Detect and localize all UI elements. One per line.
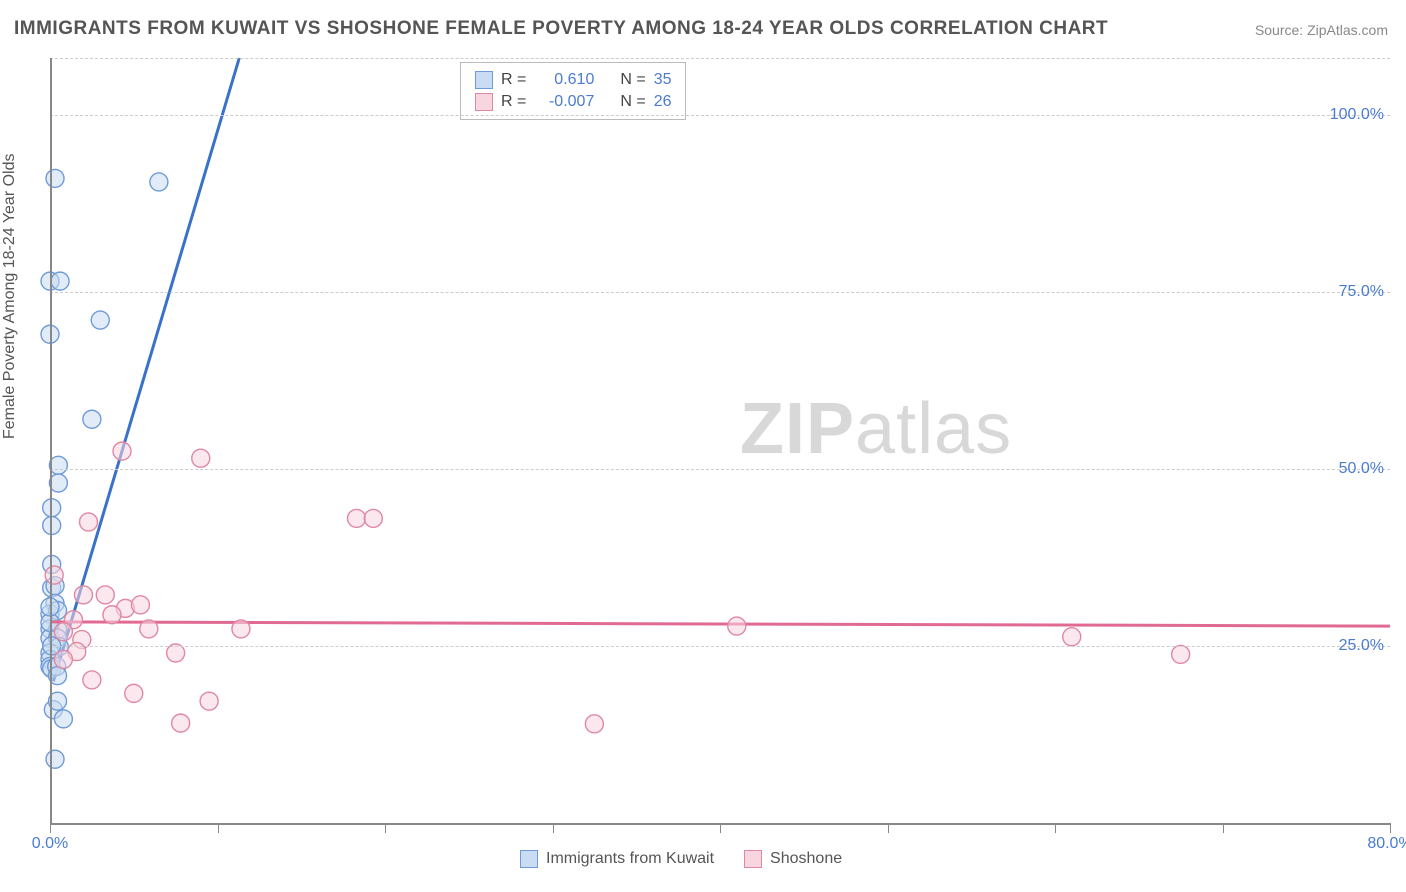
legend-swatch — [475, 71, 493, 89]
point-shoshone — [172, 714, 190, 732]
gridline — [50, 646, 1390, 647]
r-label: R = — [501, 71, 526, 89]
gridline — [50, 469, 1390, 470]
point-kuwait — [49, 474, 67, 492]
point-kuwait — [150, 173, 168, 191]
x-tick — [1223, 823, 1224, 833]
gridline — [50, 58, 1390, 59]
point-shoshone — [45, 566, 63, 584]
y-axis-label: Female Poverty Among 18-24 Year Olds — [1, 154, 19, 440]
x-tick — [1055, 823, 1056, 833]
point-shoshone — [1063, 628, 1081, 646]
y-tick-label: 50.0% — [1339, 460, 1384, 478]
x-tick-label: 0.0% — [32, 835, 68, 853]
legend-item: Shoshone — [744, 850, 842, 868]
point-kuwait — [46, 169, 64, 187]
x-tick — [50, 823, 51, 833]
point-shoshone — [54, 650, 72, 668]
n-value: 26 — [654, 93, 672, 111]
point-shoshone — [80, 513, 98, 531]
y-tick-label: 100.0% — [1330, 106, 1384, 124]
legend-row: R = -0.007 N = 26 — [475, 91, 671, 113]
y-axis — [50, 58, 52, 823]
legend-swatch — [744, 850, 762, 868]
x-tick — [553, 823, 554, 833]
legend-row: R = 0.610 N = 35 — [475, 69, 671, 91]
n-value: 35 — [654, 71, 672, 89]
point-shoshone — [192, 449, 210, 467]
gridline — [50, 115, 1390, 116]
y-tick-label: 25.0% — [1339, 637, 1384, 655]
point-kuwait — [91, 311, 109, 329]
point-shoshone — [103, 606, 121, 624]
point-shoshone — [364, 509, 382, 527]
point-shoshone — [125, 684, 143, 702]
r-value: 0.610 — [534, 71, 594, 89]
trend-line-shoshone — [50, 622, 1390, 626]
plot-area: ZIPatlas R =0.610N =35R =-0.007N =26 25.… — [50, 58, 1390, 823]
x-tick — [385, 823, 386, 833]
point-kuwait — [54, 710, 72, 728]
gridline — [50, 292, 1390, 293]
point-kuwait — [83, 410, 101, 428]
point-kuwait — [49, 456, 67, 474]
x-tick — [1390, 823, 1391, 833]
legend-swatch — [475, 93, 493, 111]
x-tick — [720, 823, 721, 833]
point-shoshone — [131, 596, 149, 614]
scatter-svg — [50, 58, 1390, 823]
point-shoshone — [585, 715, 603, 733]
point-shoshone — [96, 586, 114, 604]
legend-series: Immigrants from Kuwait Shoshone — [520, 850, 842, 868]
point-shoshone — [232, 620, 250, 638]
legend-label: Immigrants from Kuwait — [546, 850, 714, 868]
x-tick-label: 80.0% — [1367, 835, 1406, 853]
y-tick-label: 75.0% — [1339, 283, 1384, 301]
point-kuwait — [51, 272, 69, 290]
point-shoshone — [140, 620, 158, 638]
chart-title: IMMIGRANTS FROM KUWAIT VS SHOSHONE FEMAL… — [14, 18, 1108, 40]
point-shoshone — [83, 671, 101, 689]
point-shoshone — [348, 509, 366, 527]
r-value: -0.007 — [534, 93, 594, 111]
point-shoshone — [200, 692, 218, 710]
legend-item: Immigrants from Kuwait — [520, 850, 714, 868]
n-label: N = — [620, 71, 645, 89]
legend-label: Shoshone — [770, 850, 842, 868]
point-shoshone — [1172, 645, 1190, 663]
legend-correlation: R = 0.610 N = 35 R = -0.007 N = 26 — [460, 62, 686, 120]
source-label: Source: ZipAtlas.com — [1255, 22, 1388, 38]
point-shoshone — [75, 586, 93, 604]
point-shoshone — [728, 617, 746, 635]
point-kuwait — [46, 750, 64, 768]
r-label: R = — [501, 93, 526, 111]
x-tick — [218, 823, 219, 833]
x-tick — [888, 823, 889, 833]
point-shoshone — [113, 442, 131, 460]
point-shoshone — [54, 623, 72, 641]
legend-swatch — [520, 850, 538, 868]
n-label: N = — [620, 93, 645, 111]
